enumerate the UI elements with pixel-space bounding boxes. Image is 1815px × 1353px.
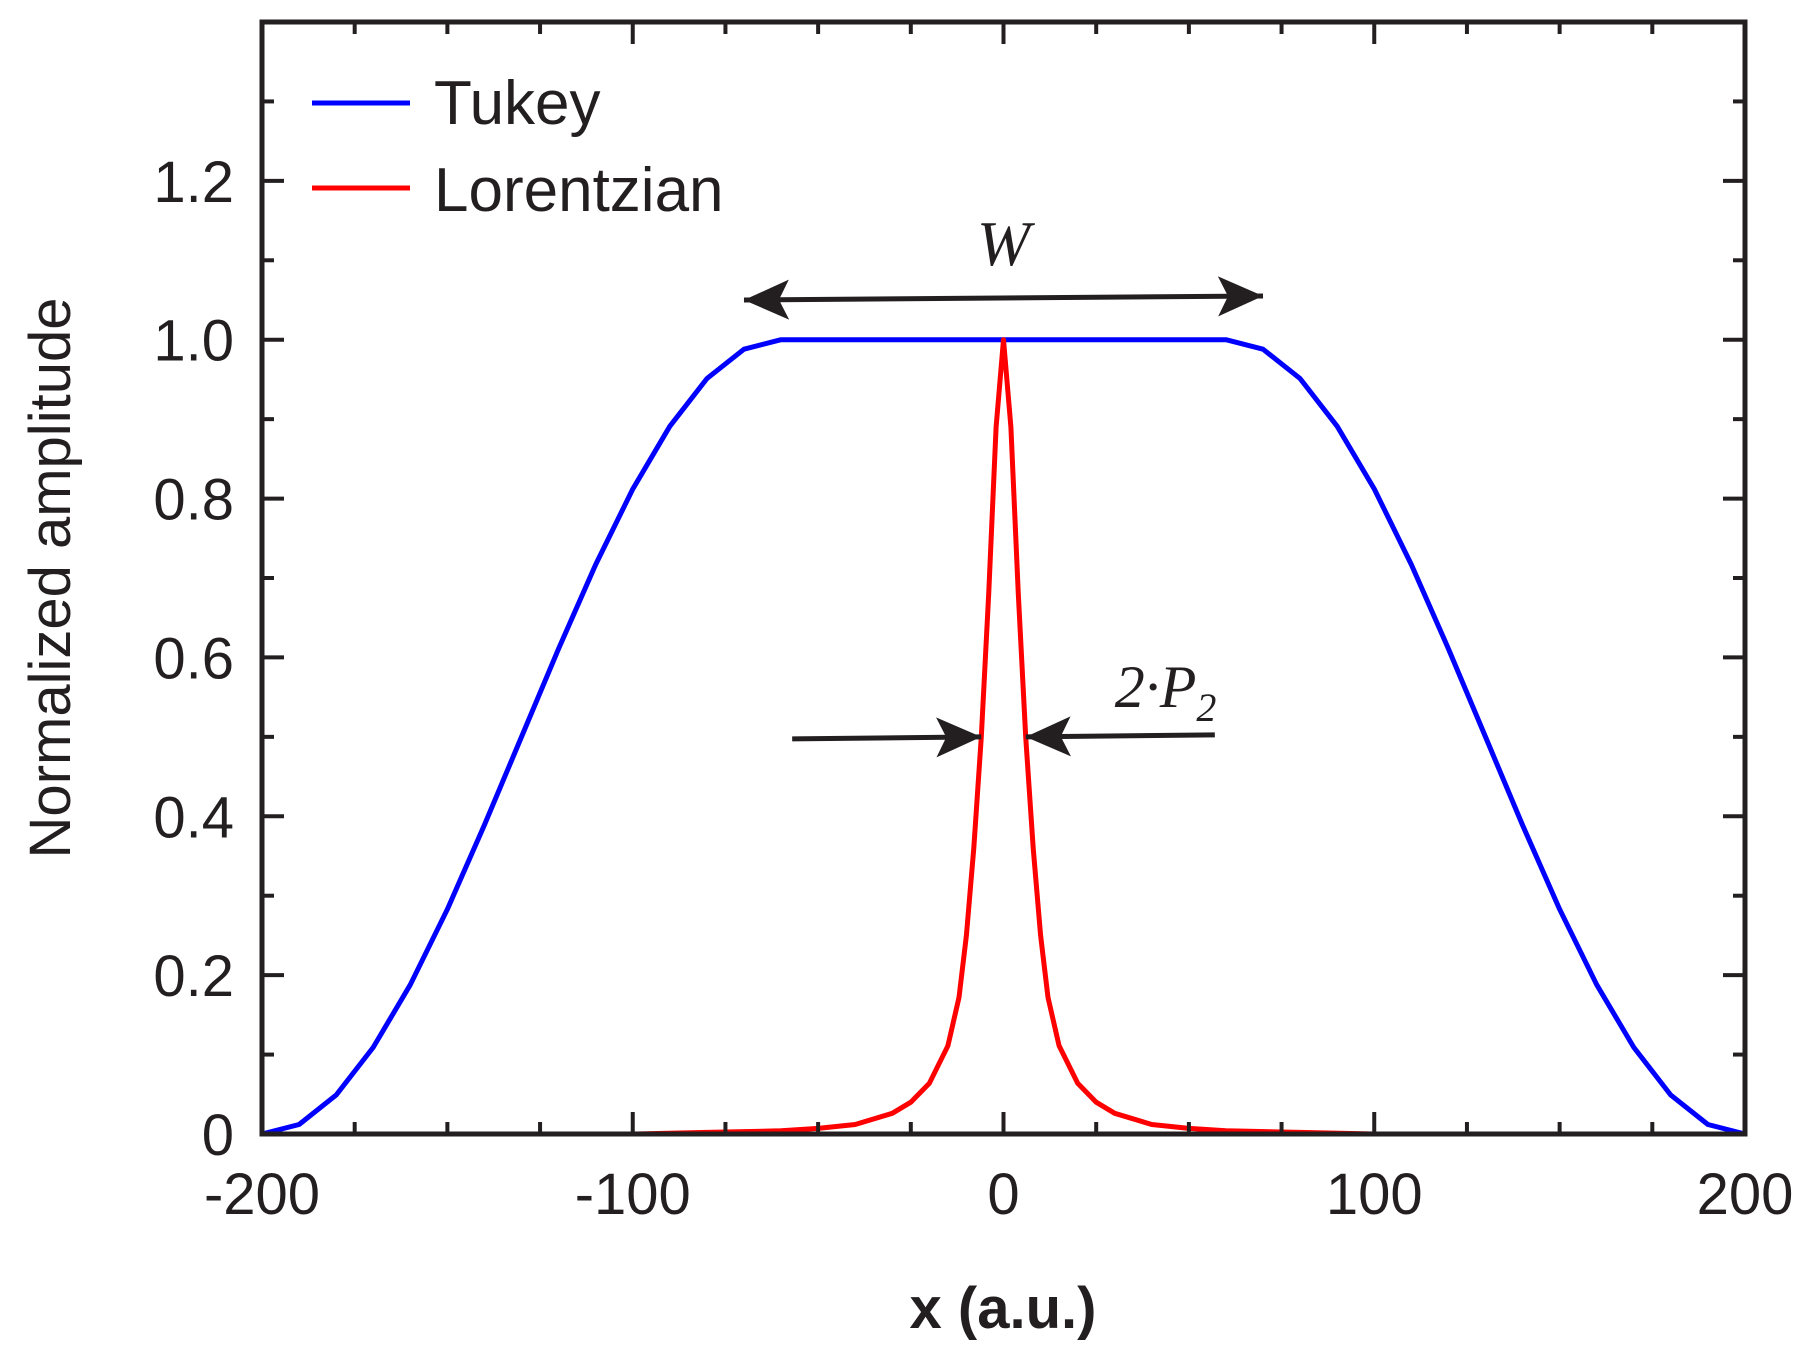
legend-label-lorentzian: Lorentzian [434, 156, 724, 225]
plot-frame [259, 19, 1748, 1137]
series-line-tukey [261, 337, 1746, 1137]
y-tick-label: 0.2 [153, 944, 234, 1009]
x-tick-label: 0 [987, 1162, 1019, 1227]
series-line-lorentzian [262, 337, 1745, 1137]
annotations: W 2·P2 [743, 208, 1264, 758]
x-tick-label: 100 [1326, 1162, 1423, 1227]
y-tick-label: 0.4 [153, 785, 234, 850]
y-tick-label: 1.2 [153, 150, 234, 215]
fwhm-left-arrow [792, 717, 982, 758]
fwhm-label: 2·P2 [1115, 654, 1217, 730]
fwhm-label-main: 2·P [1115, 654, 1197, 720]
y-tick-label: 1.0 [153, 309, 234, 374]
y-tick-label: 0.8 [153, 468, 234, 533]
width-label: W [977, 208, 1036, 279]
width-arrow [743, 276, 1264, 320]
y-axis-title: Normalized amplitude [18, 298, 83, 859]
x-tick-label: 200 [1697, 1162, 1794, 1227]
x-tick-label: -200 [204, 1162, 320, 1227]
x-tick-labels: -200 -100 0 100 200 [204, 1162, 1793, 1227]
legend-label-tukey: Tukey [434, 69, 601, 138]
x-tick-label: -100 [575, 1162, 691, 1227]
series-layer [261, 337, 1746, 1137]
x-axis-title: x (a.u.) [910, 1276, 1097, 1341]
fwhm-right-arrow [1025, 716, 1215, 757]
fwhm-label-subscript: 2 [1196, 685, 1216, 730]
y-tick-labels: 0 0.2 0.4 0.6 0.8 1.0 1.2 [153, 150, 234, 1168]
legend: Tukey Lorentzian [312, 69, 724, 225]
y-tick-label: 0.6 [153, 626, 234, 691]
y-tick-label: 0 [202, 1103, 234, 1168]
